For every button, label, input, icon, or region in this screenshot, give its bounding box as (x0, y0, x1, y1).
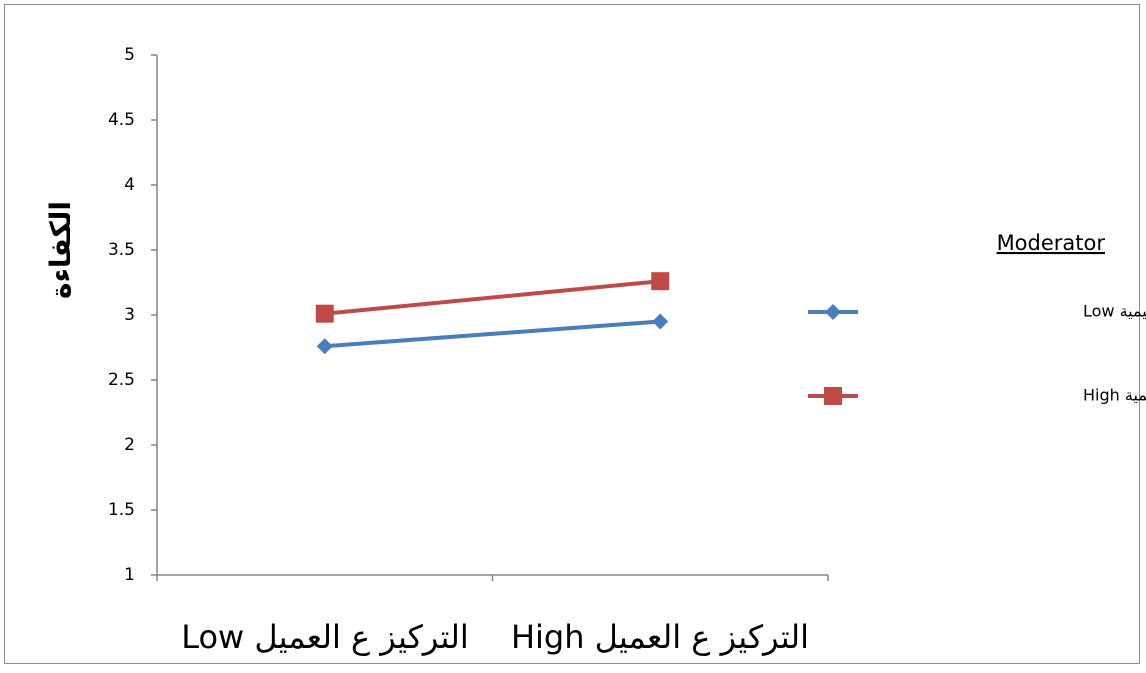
y-tick-label: 4 (124, 175, 135, 195)
data-point-marker (316, 338, 333, 355)
legend: Moderator القيم التنظيمية Low القيم التنظ… (808, 231, 1146, 405)
series-low (316, 313, 669, 355)
x-category-label-low: التركيز ع العميل Low (181, 618, 469, 656)
series-line (324, 319, 661, 349)
x-ticks (156, 575, 829, 581)
x-category-label-high: التركيز ع العميل High (511, 618, 809, 656)
y-tick-label: 1 (124, 565, 135, 585)
legend-label: القيم التنظيمية Low (1083, 302, 1146, 321)
data-point-marker (652, 313, 669, 330)
data-point-marker (315, 304, 334, 323)
y-axis-title: الكفاءة (44, 201, 77, 299)
y-tick-label: 2 (124, 435, 135, 455)
y-tick-label: 2.5 (108, 370, 135, 390)
legend-marker (825, 304, 841, 320)
y-tick-label: 3 (124, 305, 135, 325)
chart-frame (4, 4, 1140, 664)
y-ticks: 1 1.5 2 2.5 3 3.5 4 4.5 5 (108, 45, 157, 585)
y-tick-label: 1.5 (108, 500, 135, 520)
legend-title: Moderator (997, 231, 1106, 255)
legend-item: القيم التنظيمية Low (808, 302, 1146, 321)
axes (156, 55, 828, 576)
y-tick-label: 3.5 (108, 240, 135, 260)
y-tick-label: 4.5 (108, 110, 135, 130)
series-line (324, 279, 661, 316)
y-tick-label: 5 (124, 45, 135, 65)
data-point-marker (651, 272, 670, 291)
series-layer (315, 272, 670, 355)
series-high (315, 272, 670, 323)
legend-label: القيم التنظيمية High (1083, 386, 1146, 405)
legend-item: القيم التنظيمية High (808, 386, 1146, 405)
legend-marker (824, 387, 842, 405)
